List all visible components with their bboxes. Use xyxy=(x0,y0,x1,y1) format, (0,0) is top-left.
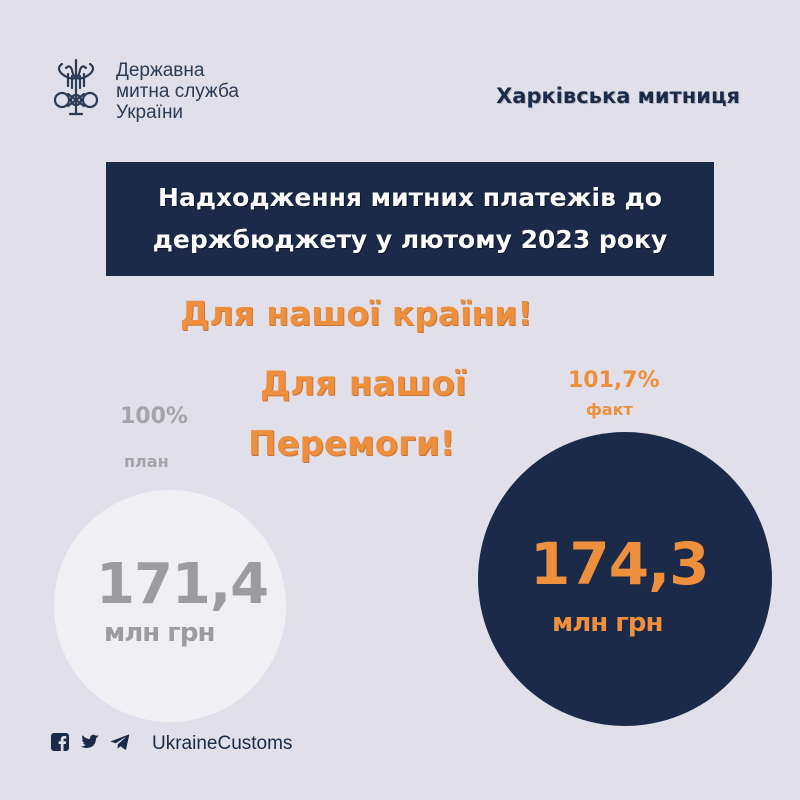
fact-label: факт xyxy=(586,400,633,419)
social-handle[interactable]: UkraineCustoms xyxy=(152,733,293,754)
plan-value: 171,4 xyxy=(96,552,269,617)
plan-unit: млн грн xyxy=(104,618,215,648)
fact-unit: млн грн xyxy=(552,608,663,638)
fact-percent: 101,7% xyxy=(568,368,660,393)
agency-name-line-3: України xyxy=(116,102,184,123)
telegram-icon[interactable] xyxy=(110,732,130,752)
slogan-line-3: Перемоги! xyxy=(248,424,456,464)
plan-percent: 100% xyxy=(120,404,188,429)
fact-value: 174,3 xyxy=(530,530,709,598)
slogan-line-1: Для нашої країни! xyxy=(180,294,533,333)
title-line-1: Надходження митних платежів до xyxy=(158,183,662,212)
customs-emblem-icon xyxy=(53,58,99,116)
plan-label: план xyxy=(124,452,169,471)
plan-circle xyxy=(54,490,286,722)
agency-name-line-1: Державна xyxy=(116,60,205,81)
title-banner: Надходження митних платежів до держбюдже… xyxy=(106,162,714,276)
agency-name: Державна митна служба України xyxy=(116,60,239,123)
facebook-icon[interactable] xyxy=(50,732,70,752)
office-name: Харківська митниця xyxy=(496,84,740,108)
social-icons xyxy=(50,732,140,752)
slogan-line-2: Для нашої xyxy=(260,364,467,404)
agency-name-line-2: митна служба xyxy=(116,81,239,102)
title-line-2: держбюджету у лютому 2023 року xyxy=(152,225,668,254)
fact-circle xyxy=(478,432,772,726)
twitter-icon[interactable] xyxy=(80,732,100,752)
